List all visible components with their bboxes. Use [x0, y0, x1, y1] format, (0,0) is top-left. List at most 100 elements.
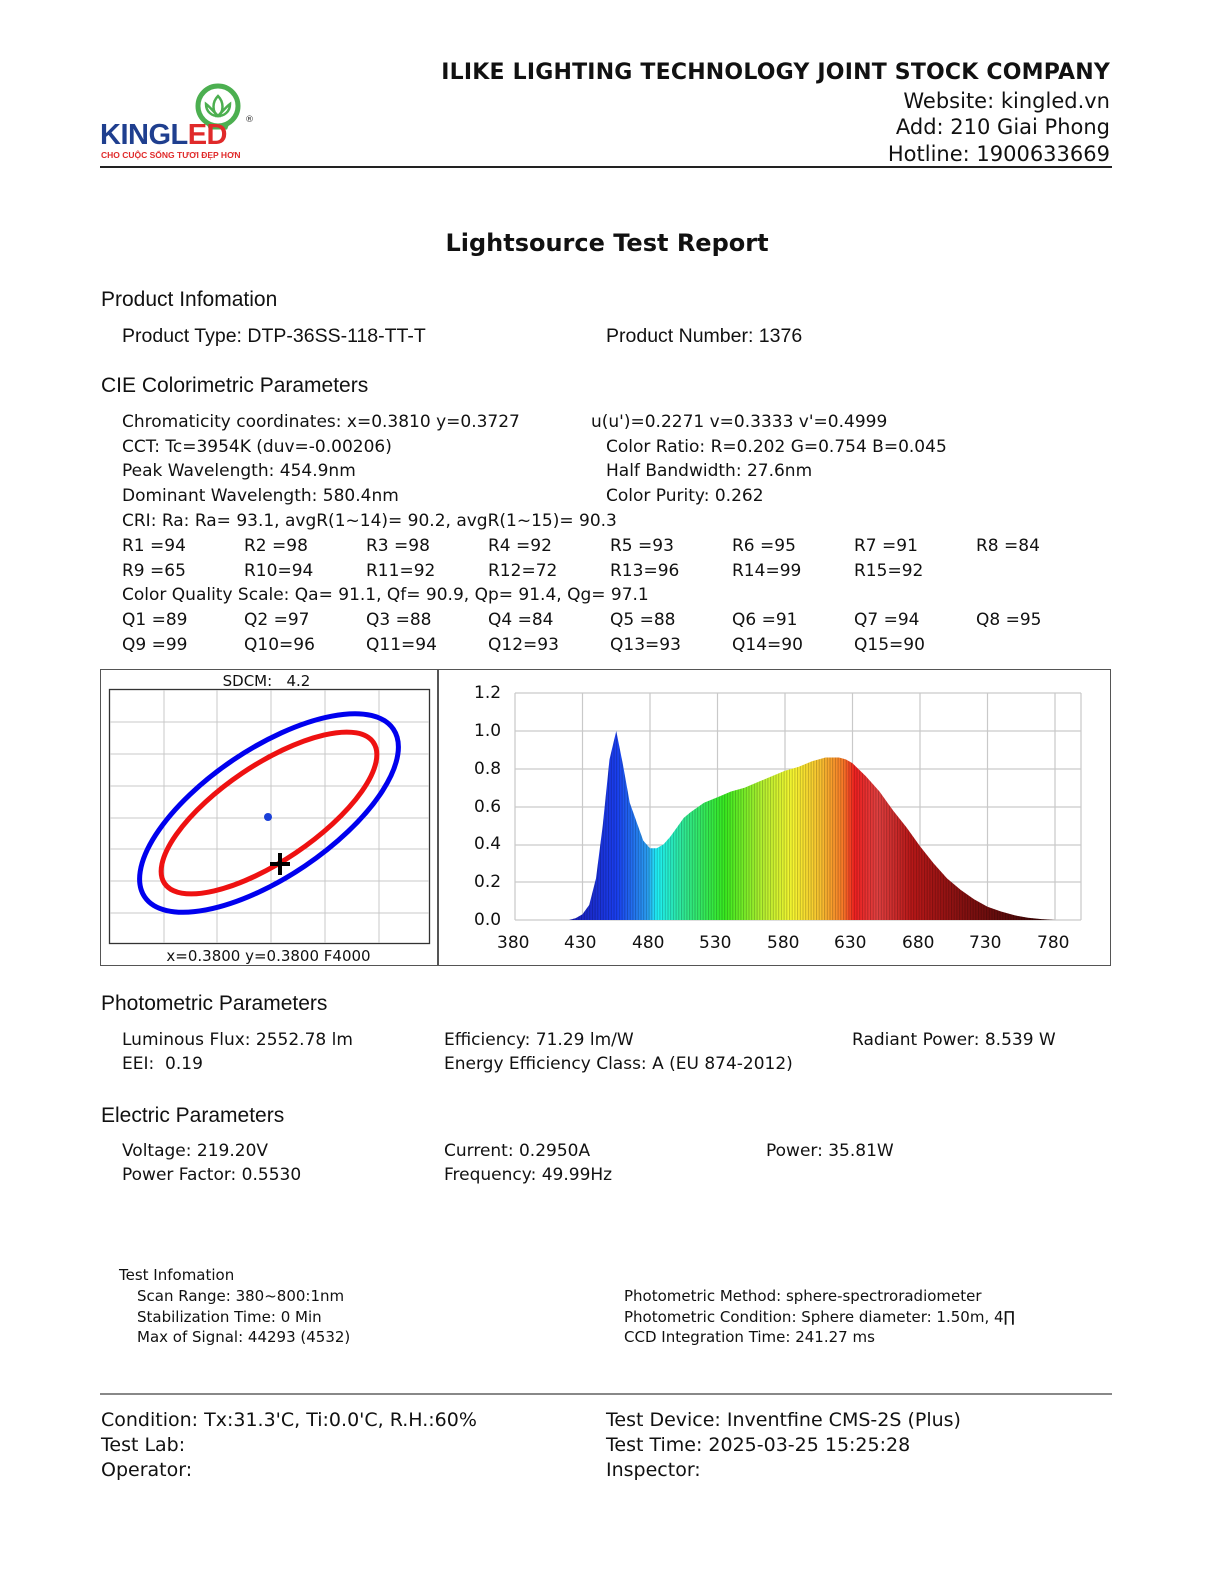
sdcm-title: SDCM: 4.2 [222, 672, 311, 690]
stabilization-time: Stabilization Time: 0 Min [137, 1308, 322, 1326]
q-value: Q12=93 [488, 635, 559, 655]
x-tick: 630 [834, 933, 867, 953]
q-value: Q9 =99 [122, 635, 188, 655]
r-value: R1 =94 [122, 536, 186, 556]
r-value: R8 =84 [976, 536, 1040, 556]
q-value: Q2 =97 [244, 610, 310, 630]
y-tick: 1.2 [474, 683, 502, 703]
spectrum-chart: 1.2 1.0 0.8 0.6 0.4 0.2 0.0 380 430 480 … [438, 669, 1111, 966]
footer-divider [100, 1393, 1112, 1395]
lightbulb-lotus-icon [195, 83, 241, 130]
uv-coordinates: u(u')=0.2271 v=0.3333 v'=0.4999 [591, 412, 888, 432]
inspector: Inspector: [606, 1459, 701, 1481]
y-tick: 0.4 [474, 834, 502, 854]
r-value: R12=72 [488, 561, 558, 581]
dominant-wavelength: Dominant Wavelength: 580.4nm [122, 486, 399, 506]
test-time: Test Time: 2025-03-25 15:25:28 [606, 1434, 911, 1456]
r-value: R13=96 [610, 561, 680, 581]
eei: EEI: 0.19 [122, 1054, 203, 1074]
r-value: R4 =92 [488, 536, 552, 556]
q-value: Q13=93 [610, 635, 681, 655]
ccd-integration-time: CCD Integration Time: 241.27 ms [624, 1328, 875, 1346]
company-hotline: Hotline: 1900633669 [887, 142, 1110, 166]
measured-point-cross-icon [270, 853, 290, 875]
half-bandwidth: Half Bandwidth: 27.6nm [606, 461, 813, 481]
q-value: Q6 =91 [732, 610, 798, 630]
color-quality-scale: Color Quality Scale: Qa= 91.1, Qf= 90.9,… [122, 585, 649, 605]
charts-frame [100, 669, 1111, 966]
cri-summary: CRI: Ra: Ra= 93.1, avgR(1~14)= 90.2, avg… [122, 511, 617, 531]
x-tick: 530 [699, 933, 732, 953]
r-value: R14=99 [732, 561, 802, 581]
charts-divider [437, 669, 439, 966]
r-value: R6 =95 [732, 536, 796, 556]
r-value: R11=92 [366, 561, 436, 581]
test-device: Test Device: Inventfine CMS-2S (Plus) [606, 1409, 961, 1431]
y-tick: 0.2 [474, 872, 502, 892]
x-tick: 580 [767, 933, 800, 953]
chromaticity-coordinates: Chromaticity coordinates: x=0.3810 y=0.3… [122, 412, 520, 432]
frequency: Frequency: 49.99Hz [444, 1165, 613, 1185]
y-tick: 0.8 [474, 759, 502, 779]
r-value: R10=94 [244, 561, 314, 581]
y-tick: 0.0 [474, 910, 502, 930]
power-factor: Power Factor: 0.5530 [122, 1165, 302, 1185]
target-point [264, 813, 272, 821]
section-heading-photometric: Photometric Parameters [101, 992, 328, 1015]
sdcm-chart: SDCM: 4.2 x=0.3800 y=0.3800 F4000 [100, 669, 437, 966]
x-tick: 730 [969, 933, 1002, 953]
r-value: R3 =98 [366, 536, 430, 556]
x-tick: 430 [564, 933, 597, 953]
section-heading-cie: CIE Colorimetric Parameters [101, 374, 369, 397]
efficiency: Efficiency: 71.29 lm/W [444, 1030, 634, 1050]
product-number: Product Number: 1376 [606, 325, 803, 347]
company-address: Add: 210 Giai Phong [895, 115, 1110, 139]
cct-value: CCT: Tc=3954K (duv=-0.00206) [122, 437, 392, 457]
company-logo: KINGLED ® CHO CUỘC SỐNG TƯƠI ĐẸP HƠN [100, 82, 260, 164]
peak-wavelength: Peak Wavelength: 454.9nm [122, 461, 356, 481]
photometric-method: Photometric Method: sphere-spectroradiom… [624, 1287, 982, 1305]
sdcm-reference-label: x=0.3800 y=0.3800 F4000 [166, 947, 371, 965]
test-info-heading: Test Infomation [119, 1266, 235, 1284]
outer-ellipse [137, 711, 401, 915]
color-purity: Color Purity: 0.262 [606, 486, 764, 506]
logo-brand-blue: KINGL [100, 119, 188, 151]
x-tick: 380 [497, 933, 530, 953]
x-tick: 680 [902, 933, 935, 953]
macadam-ellipse-plot [108, 688, 431, 945]
test-condition: Condition: Tx:31.3'C, Ti:0.0'C, R.H.:60% [101, 1409, 477, 1431]
section-heading-electric: Electric Parameters [101, 1104, 285, 1127]
photometric-condition: Photometric Condition: Sphere diameter: … [624, 1308, 1015, 1326]
energy-efficiency-class: Energy Efficiency Class: A (EU 874-2012) [444, 1054, 793, 1074]
q-value: Q15=90 [854, 635, 925, 655]
q-value: Q4 =84 [488, 610, 554, 630]
registered-mark: ® [245, 115, 254, 125]
q-value: Q10=96 [244, 635, 315, 655]
max-signal: Max of Signal: 44293 (4532) [137, 1328, 351, 1346]
report-title: Lightsource Test Report [445, 229, 769, 257]
q-value: Q5 =88 [610, 610, 676, 630]
scan-range: Scan Range: 380~800:1nm [137, 1287, 345, 1305]
x-tick: 480 [632, 933, 665, 953]
luminous-flux: Luminous Flux: 2552.78 lm [122, 1030, 353, 1050]
operator: Operator: [101, 1459, 193, 1481]
product-type: Product Type: DTP-36SS-118-TT-T [122, 325, 426, 347]
r-value: R9 =65 [122, 561, 186, 581]
q-value: Q11=94 [366, 635, 437, 655]
company-name: ILIKE LIGHTING TECHNOLOGY JOINT STOCK CO… [441, 60, 1110, 85]
logo-slogan: CHO CUỘC SỐNG TƯƠI ĐẸP HƠN [101, 150, 241, 160]
power: Power: 35.81W [766, 1141, 894, 1161]
section-heading-product: Product Infomation [101, 288, 278, 311]
q-value: Q3 =88 [366, 610, 432, 630]
y-tick: 0.6 [474, 797, 502, 817]
logo-brand-red: ED [187, 119, 228, 151]
current: Current: 0.2950A [444, 1141, 591, 1161]
r-value: R2 =98 [244, 536, 308, 556]
test-lab: Test Lab: [101, 1434, 186, 1456]
spectral-distribution-plot [514, 692, 1082, 921]
inner-ellipse [158, 729, 380, 897]
color-ratio: Color Ratio: R=0.202 G=0.754 B=0.045 [606, 437, 947, 457]
header-divider [100, 166, 1112, 168]
voltage: Voltage: 219.20V [122, 1141, 269, 1161]
x-tick: 780 [1037, 933, 1070, 953]
